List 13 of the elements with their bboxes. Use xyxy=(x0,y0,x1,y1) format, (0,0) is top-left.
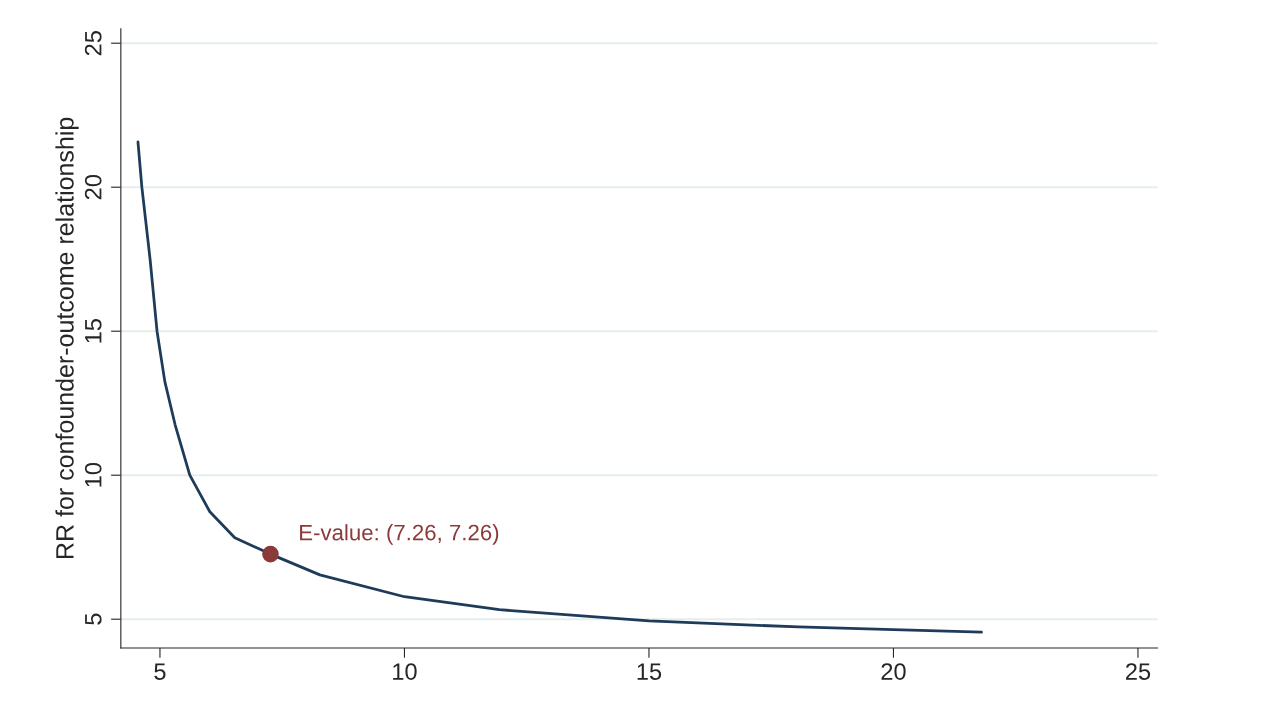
y-tick-label: 10 xyxy=(84,462,102,487)
line-series xyxy=(136,140,983,634)
y-tick-label: 25 xyxy=(84,31,102,56)
annotation: E-value: (7.26, 7.26) xyxy=(300,524,499,545)
y-tick-label: 15 xyxy=(85,319,102,343)
y-axis-title: RR for confounder-outcome relationship xyxy=(55,117,79,558)
x-tick-label: 5 xyxy=(154,663,166,680)
x-tick-label: 20 xyxy=(881,663,906,680)
y-tick-label: 5 xyxy=(85,613,102,625)
x-tick-label: 10 xyxy=(393,663,417,680)
x-tick-label: 15 xyxy=(637,663,662,680)
x-tick-label: 25 xyxy=(1126,663,1151,680)
y-tick-label: 20 xyxy=(84,174,102,200)
